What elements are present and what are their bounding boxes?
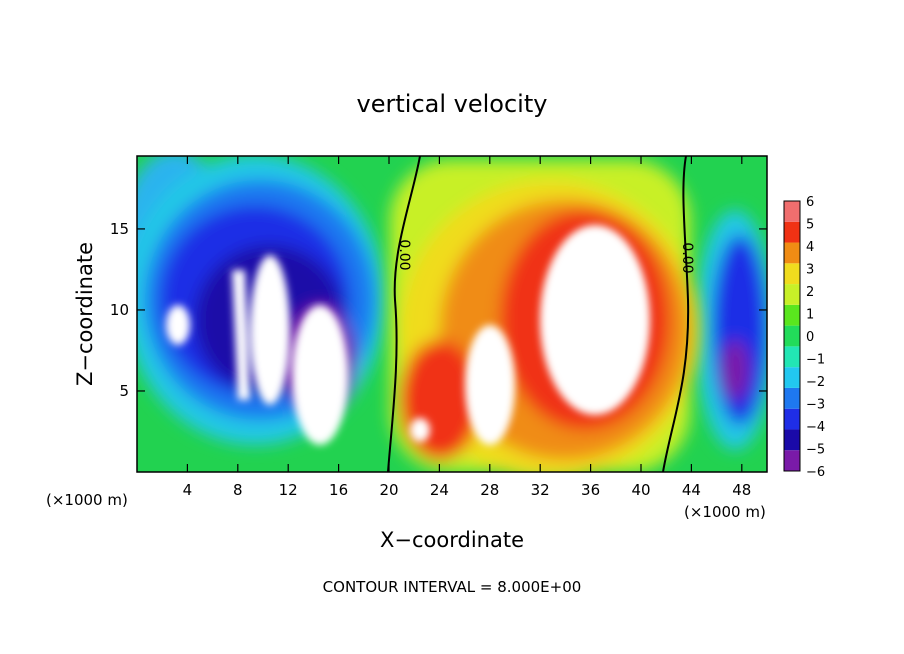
colorbar-swatch (784, 201, 800, 222)
colorbar-swatch (784, 263, 800, 285)
x-tick-label: 20 (379, 481, 398, 499)
x-tick-label: 24 (430, 481, 449, 499)
zero-contour-left (387, 156, 421, 472)
y-axis-label: Z−coordinate (73, 242, 97, 386)
x-tick-label: 28 (480, 481, 499, 499)
colorbar-swatch (784, 408, 800, 430)
colorbar-tick-label: −2 (806, 375, 825, 390)
chart-title: vertical velocity (357, 90, 548, 118)
x-tick-label: 48 (732, 481, 751, 499)
contour-label-right: 0.00 (679, 242, 695, 273)
y-tick-label: 10 (110, 301, 129, 319)
zero-contour-right (662, 156, 690, 472)
colorbar-tick-label: 4 (806, 240, 814, 255)
colorbar-tick-label: 1 (806, 308, 814, 323)
x-unit-label-right: (×1000 m) (684, 503, 766, 521)
colorbar-tick-label: 5 (806, 218, 814, 233)
colorbar-swatch (784, 304, 800, 326)
contour-label-left: 0.00 (396, 239, 412, 270)
colorbar-tick-label: 3 (806, 263, 814, 278)
colorbar-swatch (784, 284, 800, 305)
plot-area: 0.00 0.00 (137, 156, 767, 472)
colorbar-tick-label: 2 (806, 285, 814, 300)
colorbar-tick-label: 6 (806, 195, 814, 210)
saturated-cores (166, 225, 650, 445)
x-tick-label: 40 (631, 481, 650, 499)
colorbar-tick-label: −3 (806, 398, 825, 413)
colorbar-swatch (784, 221, 800, 243)
x-axis: 4 8 12 16 20 24 28 32 36 40 44 48 (183, 156, 751, 499)
colorbar-tick-label: −5 (806, 443, 825, 458)
colorbar-swatch (784, 325, 800, 347)
y-tick-label: 15 (110, 220, 129, 238)
x-tick-label: 12 (279, 481, 298, 499)
colorbar-swatch (784, 450, 800, 471)
x-tick-label: 36 (581, 481, 600, 499)
y-axis: 5 10 15 (110, 220, 767, 400)
colorbar-swatch (784, 242, 800, 264)
colorbar-tick-label: −1 (806, 353, 825, 368)
contour-interval-footer: CONTOUR INTERVAL = 8.000E+00 (323, 578, 582, 596)
colorbar-swatch (784, 429, 800, 451)
colorbar: 6 5 4 3 2 1 0 −1 −2 −3 −4 −5 −6 (783, 195, 825, 480)
colorbar-frame (783, 200, 801, 472)
colorbar-tick-label: −4 (806, 420, 825, 435)
x-axis-label: X−coordinate (380, 528, 524, 552)
colorbar-swatch (784, 367, 800, 388)
plot-frame (136, 155, 768, 473)
x-tick-label: 8 (233, 481, 243, 499)
x-tick-label: 4 (183, 481, 193, 499)
x-tick-label: 16 (329, 481, 348, 499)
colorbar-tick-label: 0 (806, 330, 814, 345)
x-tick-label: 44 (682, 481, 701, 499)
x-tick-label: 32 (531, 481, 550, 499)
downdraft-right (695, 210, 767, 450)
colorbar-swatch (784, 346, 800, 368)
colorbar-swatch (784, 387, 800, 409)
y-tick-label: 5 (119, 382, 129, 400)
colorbar-tick-label: −6 (806, 465, 825, 480)
x-unit-label-left: (×1000 m) (46, 491, 128, 509)
